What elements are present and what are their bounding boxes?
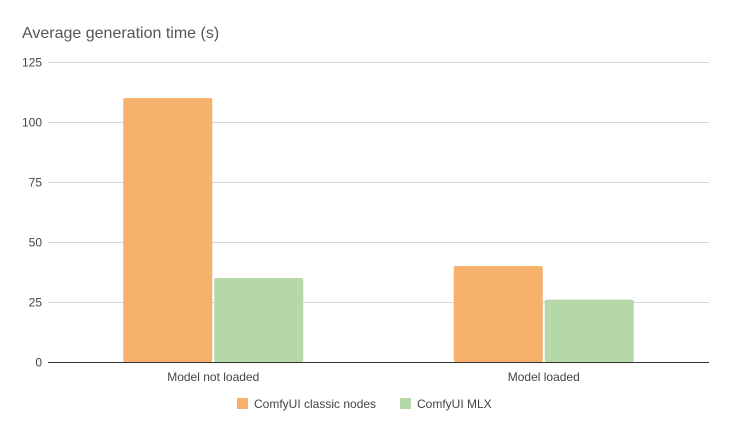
bars [123, 98, 634, 362]
x-axis-labels: Model not loaded Model loaded [167, 370, 580, 384]
y-tick-label: 75 [29, 176, 43, 190]
x-tick-label: Model loaded [508, 370, 580, 384]
legend-label: ComfyUI classic nodes [254, 397, 376, 411]
bar-0-0 [123, 98, 213, 362]
legend-label: ComfyUI MLX [417, 397, 492, 411]
legend-swatch [400, 398, 411, 409]
legend-swatch [237, 398, 248, 409]
y-axis-ticks: 0 25 50 75 100 125 [22, 56, 42, 370]
chart-title: Average generation time (s) [22, 25, 219, 42]
legend: ComfyUI classic nodes ComfyUI MLX [237, 397, 492, 411]
y-tick-label: 100 [22, 116, 42, 130]
bar-1-1 [544, 299, 634, 362]
y-tick-label: 50 [29, 236, 43, 250]
y-tick-label: 25 [29, 296, 43, 310]
y-tick-label: 125 [22, 56, 42, 70]
y-tick-label: 0 [35, 356, 42, 370]
x-tick-label: Model not loaded [167, 370, 259, 384]
bar-0-1 [214, 278, 304, 362]
bar-1-0 [453, 266, 543, 362]
